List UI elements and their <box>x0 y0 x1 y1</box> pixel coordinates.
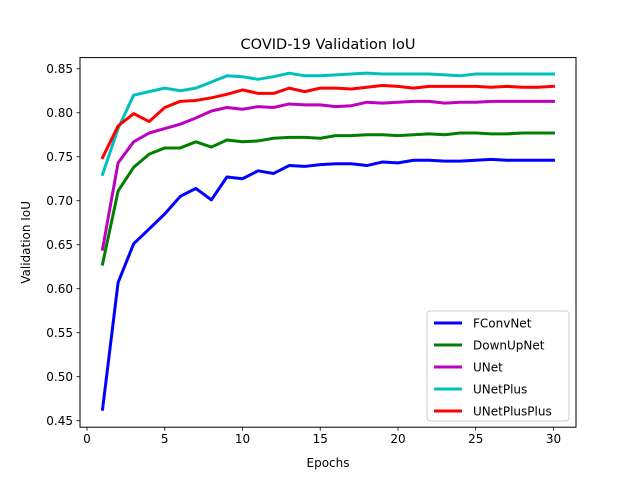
y-tick-label: 0.60 <box>46 282 73 296</box>
y-tick-label: 0.80 <box>46 106 73 120</box>
x-tick-label: 0 <box>83 432 91 446</box>
x-tick-label: 30 <box>546 432 561 446</box>
legend-box <box>426 310 570 422</box>
legend-label: DownUpNet <box>473 339 545 353</box>
legend-label: UNetPlus <box>473 383 527 397</box>
y-tick-label: 0.70 <box>46 194 73 208</box>
x-tick-label: 20 <box>390 432 405 446</box>
legend-label: UNet <box>473 361 503 375</box>
chart-title: COVID-19 Validation IoU <box>241 37 416 53</box>
x-tick-label: 5 <box>161 432 169 446</box>
x-tick-label: 25 <box>468 432 483 446</box>
y-tick-label: 0.75 <box>46 150 73 164</box>
y-tick-label: 0.50 <box>46 370 73 384</box>
plot-frame <box>79 57 577 428</box>
legend: FConvNet DownUpNet UNet UNetPlus UNetPlusPlu… <box>426 310 570 422</box>
series-line-unet <box>100 99 555 251</box>
legend-label: FConvNet <box>473 317 532 331</box>
series-line-downupnet <box>100 131 555 266</box>
y-axis-label: Validation IoU <box>19 201 33 284</box>
x-axis: 0 5 10 15 20 25 30 <box>83 427 561 446</box>
y-axis: 0.45 0.50 0.55 0.60 0.65 0.70 0.75 0.80 0.85 <box>46 62 80 428</box>
y-tick-label: 0.55 <box>46 326 73 340</box>
y-tick-label: 0.45 <box>46 414 73 428</box>
series-line-fconvnet <box>100 157 555 411</box>
x-tick-label: 15 <box>313 432 328 446</box>
legend-label: UNetPlusPlus <box>473 405 552 419</box>
series-line-unetplusplus <box>100 83 556 160</box>
y-tick-label: 0.85 <box>46 62 73 76</box>
x-axis-label: Epochs <box>307 456 350 470</box>
series-layer <box>100 71 556 411</box>
series-line-unetplus <box>100 71 555 177</box>
y-tick-label: 0.65 <box>46 238 73 252</box>
x-tick-label: 10 <box>235 432 250 446</box>
